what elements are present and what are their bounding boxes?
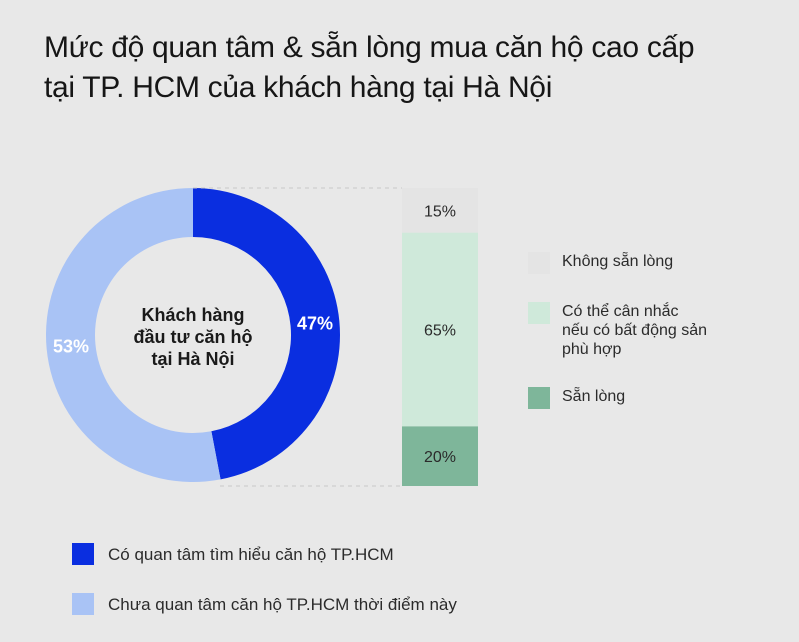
legend-swatch — [528, 252, 550, 274]
legend-swatch — [528, 302, 550, 324]
chart-title: Mức độ quan tâm & sẵn lòng mua căn hộ ca… — [44, 28, 764, 108]
legend-swatch — [72, 543, 94, 565]
legend-swatch — [72, 593, 94, 615]
bar-segment-2 — [402, 426, 478, 486]
legend-swatch — [528, 387, 550, 409]
donut-center-label-line-3: tại Hà Nội — [151, 349, 234, 369]
legend-label: Sẵn lòng — [562, 388, 626, 405]
legend-label: Có quan tâm tìm hiểu căn hộ TP.HCM — [108, 544, 394, 564]
chart-title-line-2: tại TP. HCM của khách hàng tại Hà Nội — [44, 71, 553, 104]
donut-value-label-1: 53% — [53, 337, 89, 357]
donut-center-label-line-1: Khách hàng — [141, 305, 244, 325]
legend-item-co-quan-tam: Có quan tâm tìm hiểu căn hộ TP.HCM — [72, 543, 394, 565]
bar-value-label-0: 15% — [424, 203, 456, 220]
legend-item-khong-san-long: Không sẵn lòng — [528, 252, 722, 274]
legend-label: Chưa quan tâm căn hộ TP.HCM thời điểm nà… — [108, 594, 457, 614]
donut-value-label-0: 47% — [297, 313, 333, 333]
legend-label: Không sẵn lòng — [562, 253, 674, 270]
legend-item-chua-quan-tam: Chưa quan tâm căn hộ TP.HCM thời điểm nà… — [72, 593, 457, 615]
bar-segment-1 — [402, 232, 478, 427]
bar-segment-0 — [402, 188, 478, 233]
legend-label: Có thể cân nhắc nếu có bất động sản phù … — [562, 303, 708, 358]
donut-slice-1 — [45, 188, 221, 483]
legend-item-co-the-can-nhac: Có thể cân nhắc nếu có bất động sản phù … — [528, 302, 722, 359]
legend-item-san-long: Sẵn lòng — [528, 387, 722, 409]
donut-center-label-line-2: đầu tư căn hộ — [133, 327, 252, 347]
donut-slice-0 — [193, 188, 340, 480]
bar-value-label-1: 65% — [424, 323, 456, 340]
chart-title-line-1: Mức độ quan tâm & sẵn lòng mua căn hộ ca… — [44, 31, 695, 64]
bar-value-label-2: 20% — [424, 449, 456, 466]
